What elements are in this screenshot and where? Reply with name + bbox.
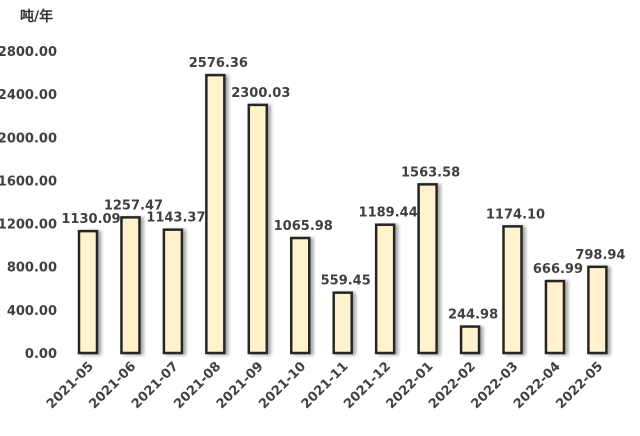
bar <box>205 73 226 355</box>
data-label: 2576.36 <box>189 56 248 71</box>
data-label: 244.98 <box>448 308 498 323</box>
data-label: 559.45 <box>321 274 371 289</box>
data-label: 2300.03 <box>231 86 290 101</box>
bar <box>247 103 269 355</box>
y-tick-label: 1600.00 <box>0 174 57 189</box>
data-label: 1130.09 <box>61 212 120 227</box>
bar <box>332 291 353 355</box>
data-label: 1143.37 <box>146 211 205 226</box>
bar <box>544 279 566 355</box>
x-tick-label: 2022-05 <box>553 359 606 412</box>
y-tick-label: 2800.00 <box>0 45 57 60</box>
bar <box>162 228 184 355</box>
bar <box>417 183 438 355</box>
bar <box>120 216 141 355</box>
y-axis-unit-label: 吨/年 <box>20 8 53 25</box>
y-tick-label: 2000.00 <box>0 131 57 146</box>
data-label: 1174.10 <box>486 207 545 222</box>
y-tick-label: 800.00 <box>7 261 57 276</box>
bar <box>374 223 396 355</box>
data-label: 1065.98 <box>274 219 333 234</box>
data-label: 1189.44 <box>359 206 418 221</box>
data-label: 1563.58 <box>401 165 460 180</box>
y-tick-label: 400.00 <box>7 304 57 319</box>
bar <box>459 325 481 355</box>
bar <box>77 229 99 355</box>
y-tick-label: 1200.00 <box>0 218 57 233</box>
data-label: 666.99 <box>533 262 583 277</box>
data-label: 798.94 <box>575 248 625 263</box>
y-tick-label: 0.00 <box>25 347 57 362</box>
bar <box>290 236 311 355</box>
data-label: 1257.47 <box>104 198 163 213</box>
bar <box>587 265 608 355</box>
bar <box>502 225 523 355</box>
y-tick-label: 2400.00 <box>0 88 57 103</box>
